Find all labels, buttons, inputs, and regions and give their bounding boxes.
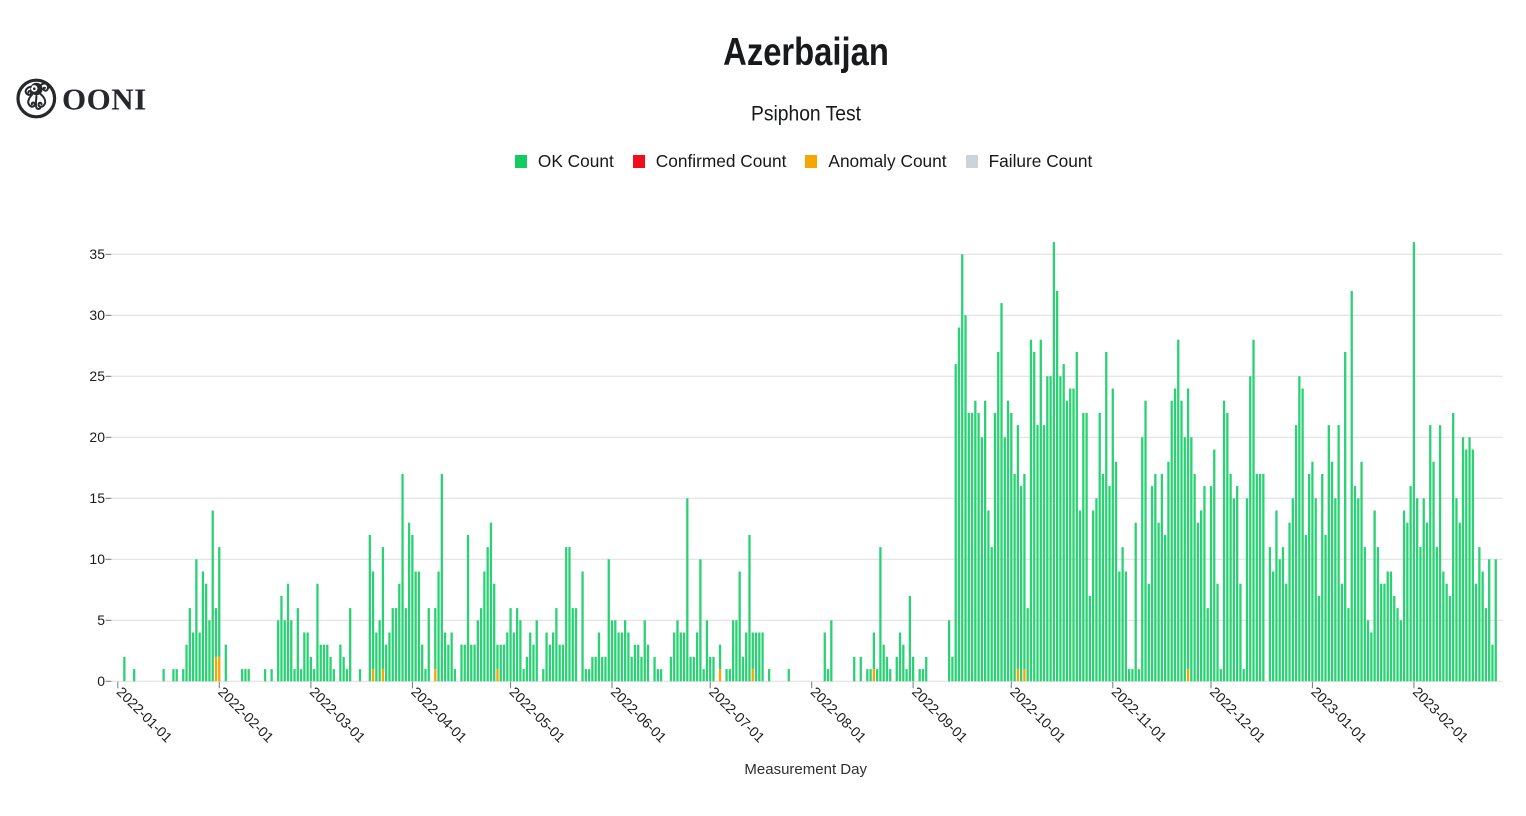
svg-text:25: 25 [89,368,105,384]
svg-text:2022-06-01: 2022-06-01 [608,684,670,746]
svg-text:OONI: OONI [62,82,147,117]
svg-text:2022-04-01: 2022-04-01 [408,684,470,746]
svg-text:2022-08-01: 2022-08-01 [808,684,870,746]
svg-text:5: 5 [97,612,105,628]
svg-text:2022-09-01: 2022-09-01 [909,684,971,746]
svg-text:0: 0 [97,673,105,689]
svg-text:2022-12-01: 2022-12-01 [1207,684,1269,746]
svg-text:35: 35 [89,246,105,262]
svg-text:2023-01-01: 2023-01-01 [1308,684,1370,746]
svg-text:2023-02-01: 2023-02-01 [1410,684,1472,746]
svg-text:20: 20 [89,429,105,445]
svg-text:2022-01-01: 2022-01-01 [114,684,176,746]
svg-text:2022-05-01: 2022-05-01 [506,684,568,746]
svg-text:Measurement Day: Measurement Day [744,761,867,778]
svg-text:2022-11-01: 2022-11-01 [1109,684,1170,745]
svg-text:15: 15 [89,490,105,506]
svg-text:2022-02-01: 2022-02-01 [215,684,277,746]
svg-text:2022-07-01: 2022-07-01 [706,684,768,746]
svg-text:10: 10 [89,551,105,567]
svg-text:2022-03-01: 2022-03-01 [307,684,369,746]
svg-text:30: 30 [89,307,105,323]
svg-text:2022-10-01: 2022-10-01 [1007,684,1069,746]
